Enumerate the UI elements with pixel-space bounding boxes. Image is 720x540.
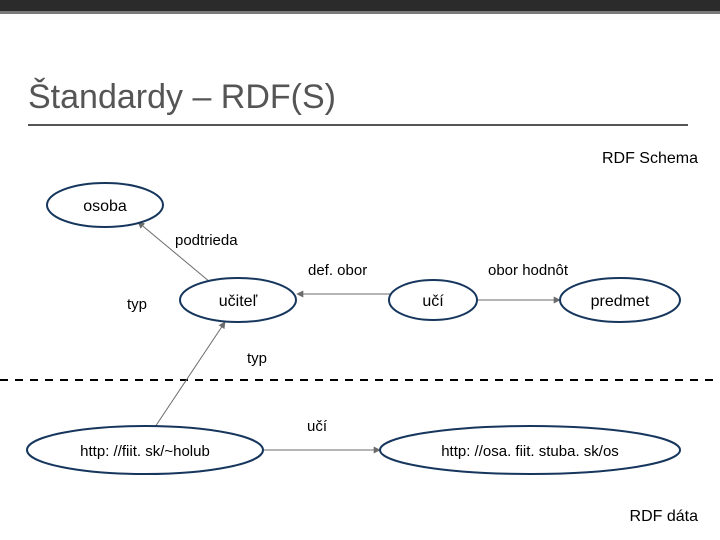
node-os-label: http: //osa. fiit. stuba. sk/os bbox=[441, 443, 619, 460]
top-bar bbox=[0, 0, 720, 12]
node-predmet: predmet bbox=[560, 278, 680, 322]
label-def-obor: def. obor bbox=[308, 262, 367, 279]
edge-typ-left bbox=[155, 322, 225, 427]
node-uci-top-label: učí bbox=[422, 293, 444, 310]
label-uci-bottom: učí bbox=[307, 418, 327, 435]
node-ucitel: učiteľ bbox=[180, 278, 296, 322]
node-uci-top: učí bbox=[389, 280, 477, 320]
node-osoba-label: osoba bbox=[83, 198, 127, 215]
rdf-data-label: RDF dáta bbox=[630, 508, 698, 526]
node-ucitel-label: učiteľ bbox=[219, 293, 258, 310]
node-holub-label: http: //fiit. sk/~holub bbox=[80, 443, 210, 460]
node-os: http: //osa. fiit. stuba. sk/os bbox=[380, 426, 680, 474]
slide-title: Štandardy – RDF(S) bbox=[28, 78, 336, 117]
node-osoba: osoba bbox=[47, 183, 163, 227]
rdf-schema-label: RDF Schema bbox=[602, 150, 698, 168]
node-holub: http: //fiit. sk/~holub bbox=[27, 426, 263, 474]
label-typ-mid: typ bbox=[247, 350, 267, 367]
label-obor-hodnot: obor hodnôt bbox=[488, 262, 568, 279]
label-podtrieda: podtrieda bbox=[175, 232, 238, 249]
node-predmet-label: predmet bbox=[591, 293, 650, 310]
label-typ-left: typ bbox=[127, 296, 147, 313]
title-rule bbox=[28, 124, 688, 126]
slide: Štandardy – RDF(S) RDF Schema RDF dáta o… bbox=[0, 0, 720, 540]
edge-podtrieda bbox=[138, 222, 210, 282]
